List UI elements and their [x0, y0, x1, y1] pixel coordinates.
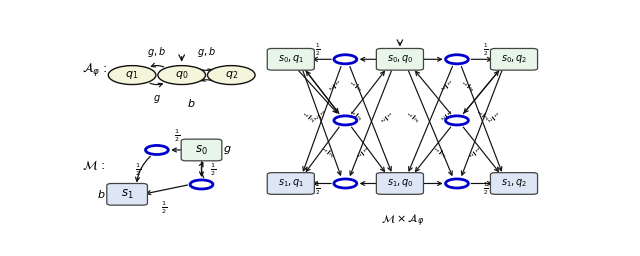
Text: $\frac{1}{2}$: $\frac{1}{2}$ [321, 145, 337, 160]
Circle shape [145, 145, 168, 155]
FancyArrowPatch shape [464, 70, 499, 113]
Text: $\frac{1}{2}$: $\frac{1}{2}$ [325, 79, 341, 94]
Text: $\frac{1}{2}$: $\frac{1}{2}$ [461, 79, 477, 94]
Circle shape [445, 55, 468, 64]
FancyArrowPatch shape [151, 63, 164, 67]
Text: $s_0, q_1$: $s_0, q_1$ [278, 53, 304, 65]
Text: $q_0$: $q_0$ [175, 69, 188, 81]
Text: $\mathcal{M}$ :: $\mathcal{M}$ : [83, 158, 106, 172]
FancyArrowPatch shape [147, 185, 188, 195]
Text: $g$: $g$ [153, 93, 161, 105]
Text: $\frac{1}{2}$: $\frac{1}{2}$ [465, 145, 481, 160]
Text: $s_1, q_2$: $s_1, q_2$ [500, 177, 527, 189]
FancyArrowPatch shape [200, 69, 212, 73]
Circle shape [334, 116, 356, 125]
FancyArrowPatch shape [200, 163, 204, 177]
FancyArrowPatch shape [463, 71, 499, 114]
Circle shape [207, 66, 255, 84]
Text: $\frac{1}{2}$: $\frac{1}{2}$ [377, 111, 393, 125]
Text: $s_0$: $s_0$ [195, 143, 208, 156]
FancyArrowPatch shape [150, 83, 163, 87]
FancyArrowPatch shape [350, 66, 391, 171]
FancyArrowPatch shape [361, 182, 378, 185]
FancyArrowPatch shape [463, 127, 499, 172]
FancyArrowPatch shape [307, 127, 339, 171]
Text: $g, b$: $g, b$ [147, 45, 166, 59]
FancyBboxPatch shape [268, 173, 314, 194]
Circle shape [190, 180, 213, 189]
FancyBboxPatch shape [268, 48, 314, 70]
FancyBboxPatch shape [181, 139, 222, 161]
FancyArrowPatch shape [201, 78, 213, 81]
Text: $\frac{1}{2}$: $\frac{1}{2}$ [350, 79, 365, 94]
Text: $\frac{1}{2}$: $\frac{1}{2}$ [407, 111, 423, 125]
Text: $\frac{1}{2}$: $\frac{1}{2}$ [310, 109, 326, 123]
Text: $\frac{1}{2}$: $\frac{1}{2}$ [316, 180, 321, 197]
Text: $s_1, q_0$: $s_1, q_0$ [387, 177, 413, 189]
FancyArrowPatch shape [303, 67, 341, 171]
Circle shape [108, 66, 156, 84]
Circle shape [445, 116, 468, 125]
FancyBboxPatch shape [490, 48, 538, 70]
FancyArrowPatch shape [415, 127, 451, 172]
FancyArrowPatch shape [350, 71, 392, 175]
Text: $\frac{1}{2}$: $\frac{1}{2}$ [476, 109, 492, 123]
Text: $q_1$: $q_1$ [125, 69, 139, 81]
Circle shape [445, 179, 468, 188]
Text: $\frac{1}{2}$: $\frac{1}{2}$ [436, 79, 452, 94]
Text: $\frac{1}{2}$: $\frac{1}{2}$ [483, 180, 488, 197]
FancyBboxPatch shape [490, 173, 538, 194]
Text: $q_2$: $q_2$ [225, 69, 238, 81]
FancyArrowPatch shape [421, 182, 442, 185]
Text: $\frac{1}{2}$: $\frac{1}{2}$ [436, 109, 452, 123]
Text: $s_0, q_2$: $s_0, q_2$ [500, 53, 527, 65]
Text: $\frac{1}{2}$: $\frac{1}{2}$ [303, 111, 319, 125]
FancyArrowPatch shape [415, 71, 451, 114]
Text: $b$: $b$ [97, 188, 106, 200]
FancyArrowPatch shape [408, 66, 452, 171]
Text: $g, b$: $g, b$ [197, 45, 216, 59]
FancyArrowPatch shape [314, 57, 331, 61]
FancyArrowPatch shape [172, 148, 182, 152]
FancyArrowPatch shape [136, 156, 150, 181]
Text: $\frac{1}{2}$: $\frac{1}{2}$ [353, 145, 369, 160]
FancyBboxPatch shape [376, 48, 424, 70]
Text: $\frac{1}{2}$: $\frac{1}{2}$ [316, 41, 321, 58]
FancyArrowPatch shape [471, 182, 492, 185]
FancyArrowPatch shape [200, 162, 204, 176]
FancyArrowPatch shape [471, 57, 492, 61]
FancyArrowPatch shape [351, 71, 385, 114]
Text: $\frac{1}{2}$: $\frac{1}{2}$ [350, 109, 365, 123]
FancyArrowPatch shape [307, 71, 339, 114]
Circle shape [158, 66, 205, 84]
FancyArrowPatch shape [408, 71, 452, 175]
Text: $s_0, q_0$: $s_0, q_0$ [387, 53, 413, 65]
Text: $\frac{1}{2}$: $\frac{1}{2}$ [484, 111, 500, 125]
Text: $\frac{1}{2}$: $\frac{1}{2}$ [483, 41, 488, 58]
FancyArrowPatch shape [303, 71, 341, 175]
Text: $\frac{1}{2}$: $\frac{1}{2}$ [161, 199, 167, 216]
Text: $\frac{1}{2}$: $\frac{1}{2}$ [433, 145, 449, 160]
FancyArrowPatch shape [461, 71, 502, 175]
Text: $\frac{1}{2}$: $\frac{1}{2}$ [211, 161, 216, 178]
FancyArrowPatch shape [305, 70, 339, 113]
FancyArrowPatch shape [351, 127, 385, 171]
Text: $\frac{1}{2}$: $\frac{1}{2}$ [135, 162, 141, 178]
Circle shape [334, 55, 356, 64]
Text: $g$: $g$ [223, 144, 232, 156]
Text: $\frac{1}{2}$: $\frac{1}{2}$ [174, 128, 180, 144]
FancyArrowPatch shape [314, 182, 331, 185]
Text: $s_1, q_1$: $s_1, q_1$ [278, 177, 304, 189]
FancyBboxPatch shape [376, 173, 424, 194]
FancyArrowPatch shape [298, 70, 337, 113]
Text: $\mathcal{M} \times \mathcal{A}_{\varphi}$: $\mathcal{M} \times \mathcal{A}_{\varphi… [381, 213, 424, 229]
FancyArrowPatch shape [361, 57, 378, 61]
Text: $s_1$: $s_1$ [121, 188, 133, 201]
FancyArrowPatch shape [421, 57, 442, 61]
Circle shape [334, 179, 356, 188]
Text: $\mathcal{A}_{\varphi}$ :: $\mathcal{A}_{\varphi}$ : [83, 61, 108, 79]
FancyBboxPatch shape [107, 184, 147, 205]
Text: $b$: $b$ [188, 97, 196, 109]
FancyArrowPatch shape [461, 66, 502, 171]
